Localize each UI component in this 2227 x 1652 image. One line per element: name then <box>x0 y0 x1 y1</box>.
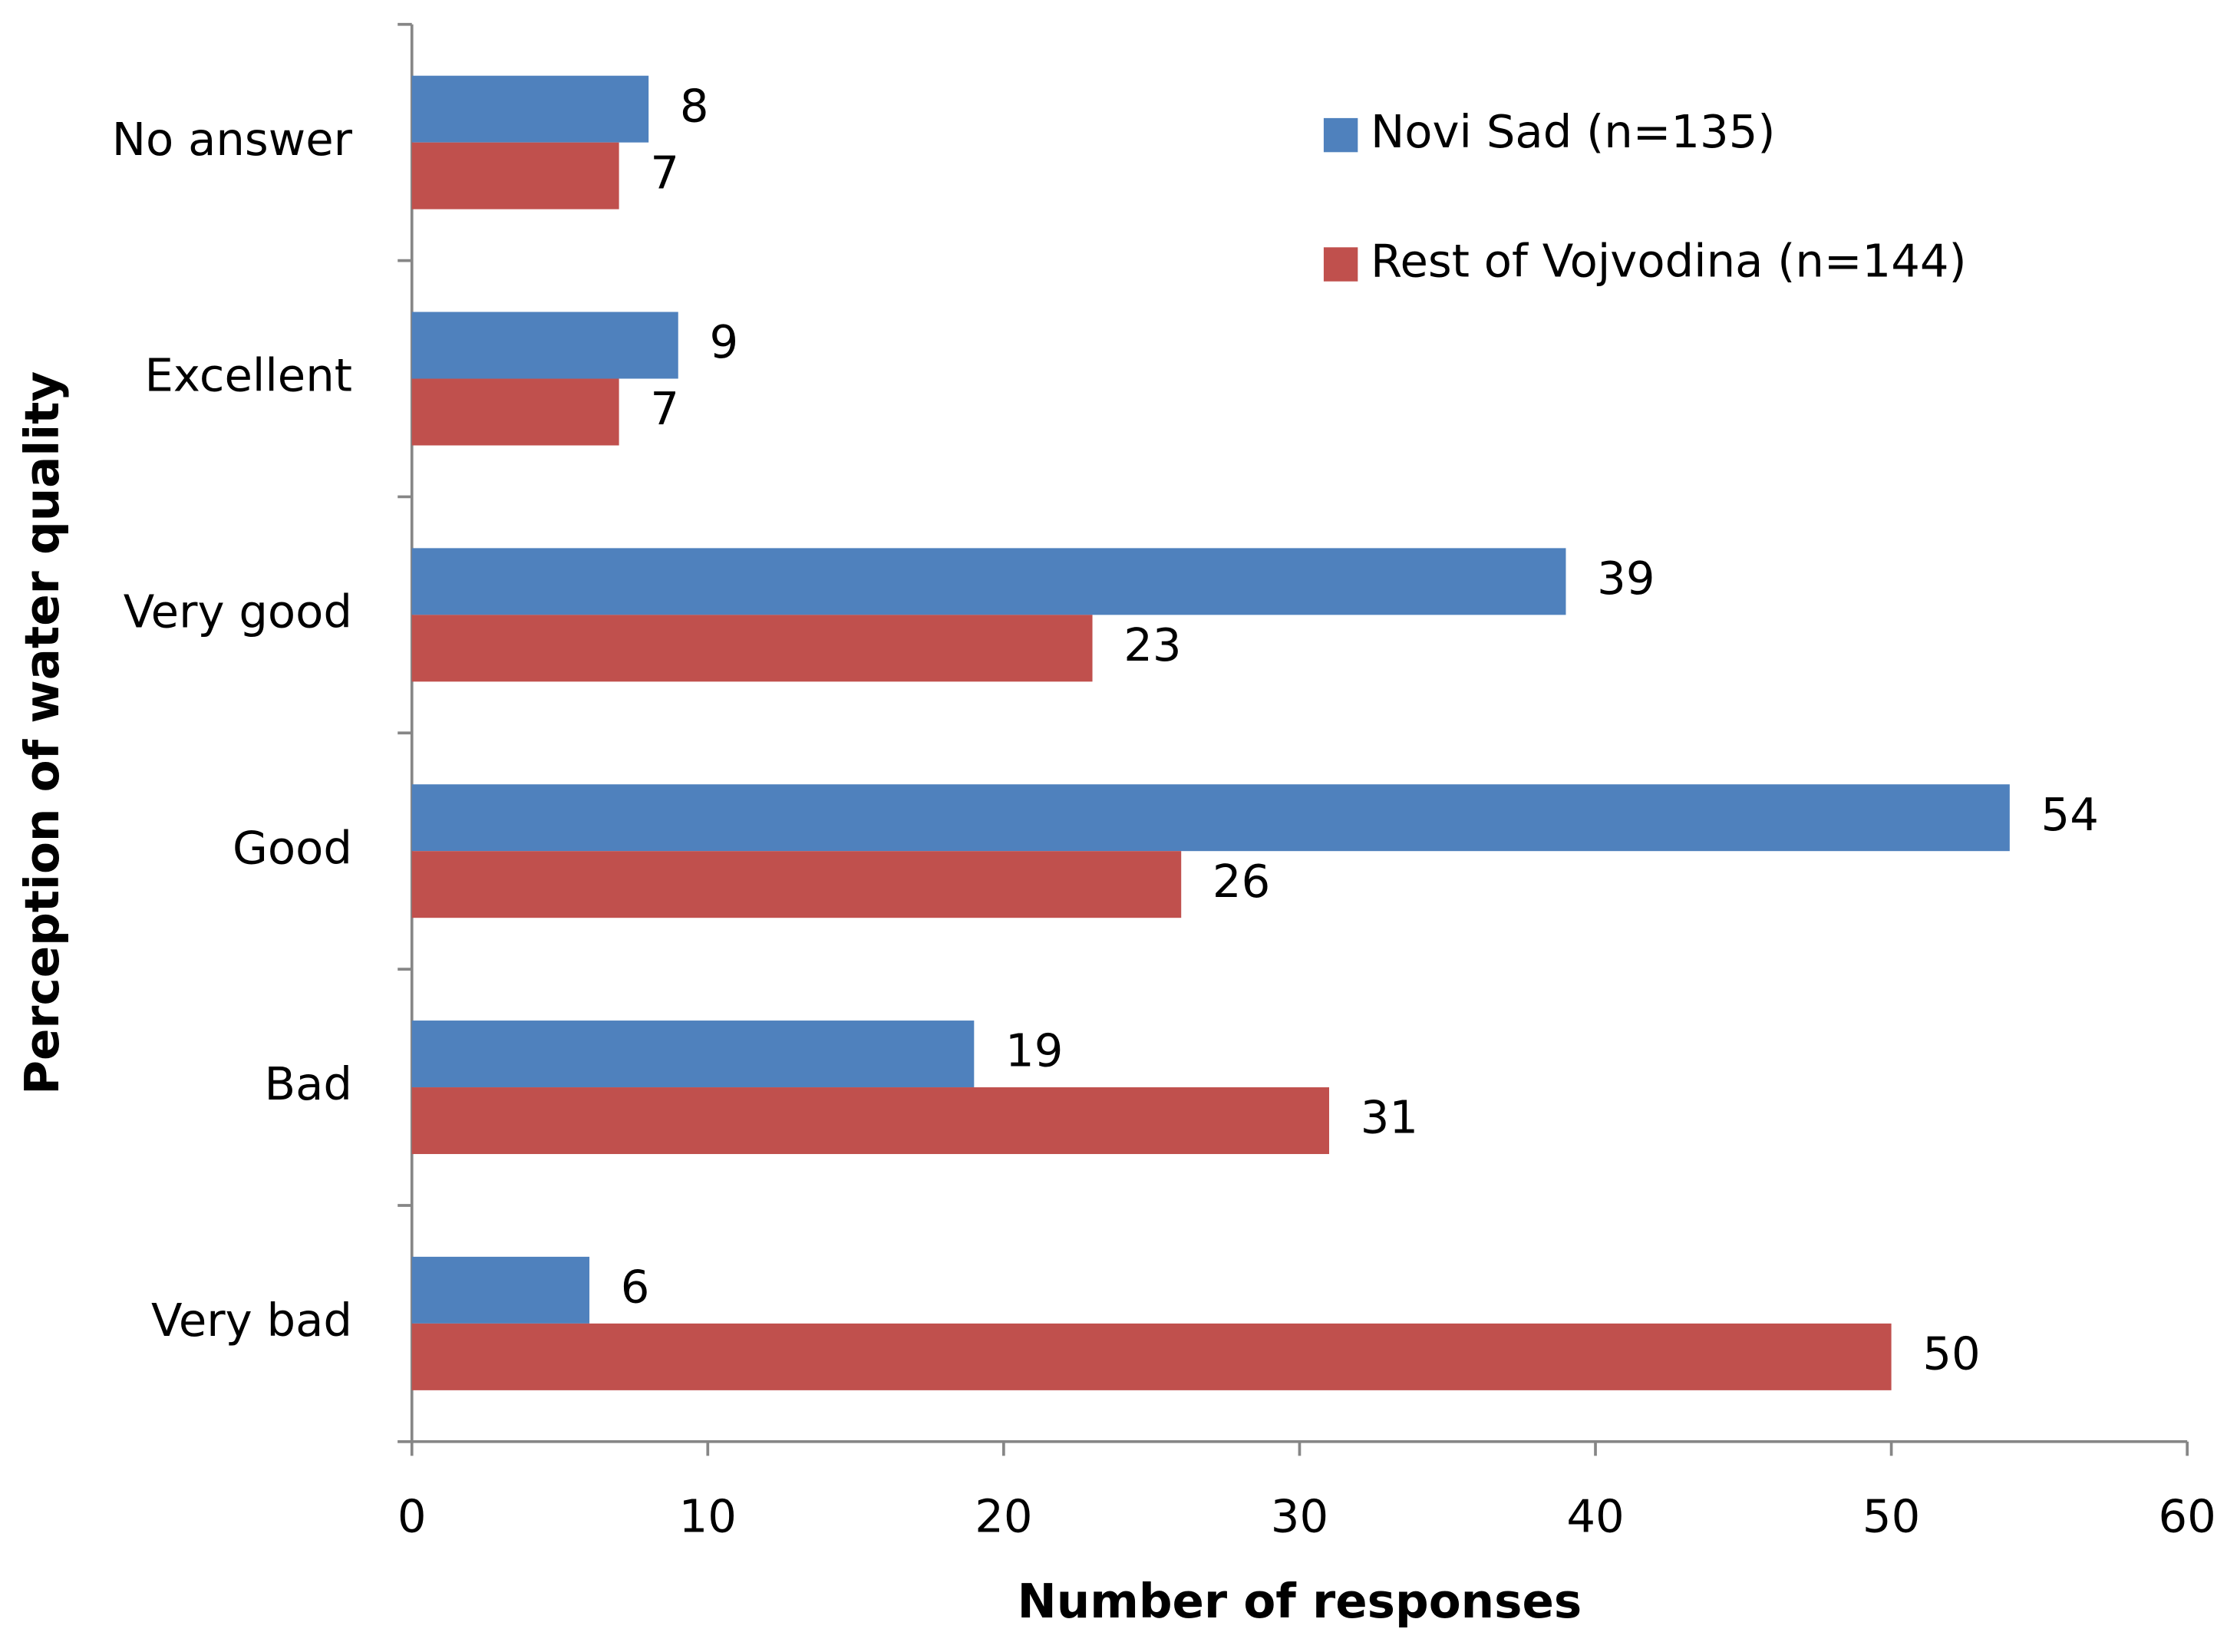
x-tick-label: 40 <box>1566 1490 1624 1543</box>
legend-swatch <box>1323 247 1358 282</box>
y-tick-label: Very bad <box>151 1294 352 1347</box>
bar <box>411 548 1566 615</box>
data-label: 39 <box>1597 552 1655 605</box>
data-label: 31 <box>1361 1091 1418 1144</box>
x-tick-label: 50 <box>1862 1490 1920 1543</box>
x-tick-label: 60 <box>2158 1490 2215 1543</box>
y-axis-title: Perception of water quality <box>15 371 70 1095</box>
x-tick-label: 0 <box>398 1490 427 1543</box>
bar <box>411 1323 1892 1390</box>
legend-swatch <box>1323 117 1358 153</box>
bar <box>411 615 1093 682</box>
x-axis-title: Number of responses <box>1018 1575 1582 1629</box>
data-label: 23 <box>1123 618 1181 671</box>
data-label: 7 <box>650 146 679 199</box>
x-tick-label: 10 <box>679 1490 737 1543</box>
y-tick-label: Bad <box>264 1057 352 1110</box>
bar <box>411 784 2010 852</box>
bar <box>411 142 619 209</box>
bar <box>411 312 678 379</box>
legend-label: Rest of Vojvodina (n=144) <box>1371 235 1967 288</box>
y-tick-label: No answer <box>112 113 353 166</box>
bar <box>411 1021 975 1088</box>
bar <box>411 378 619 446</box>
bar <box>411 75 649 143</box>
data-label: 54 <box>2041 788 2099 841</box>
data-label: 26 <box>1212 855 1270 908</box>
data-label: 6 <box>621 1261 650 1314</box>
x-tick-label: 30 <box>1271 1490 1328 1543</box>
data-label: 8 <box>680 79 709 132</box>
bar <box>411 851 1182 918</box>
y-tick-label: Excellent <box>144 349 352 402</box>
bar <box>411 1256 590 1324</box>
data-label: 9 <box>709 315 738 368</box>
y-tick-label: Very good <box>124 585 352 638</box>
y-tick-label: Good <box>233 821 352 874</box>
data-label: 19 <box>1005 1024 1063 1077</box>
data-label: 7 <box>650 382 679 435</box>
x-tick-label: 20 <box>975 1490 1032 1543</box>
data-label: 50 <box>1922 1327 1980 1380</box>
bar <box>411 1087 1330 1155</box>
legend-label: Novi Sad (n=135) <box>1371 105 1776 158</box>
